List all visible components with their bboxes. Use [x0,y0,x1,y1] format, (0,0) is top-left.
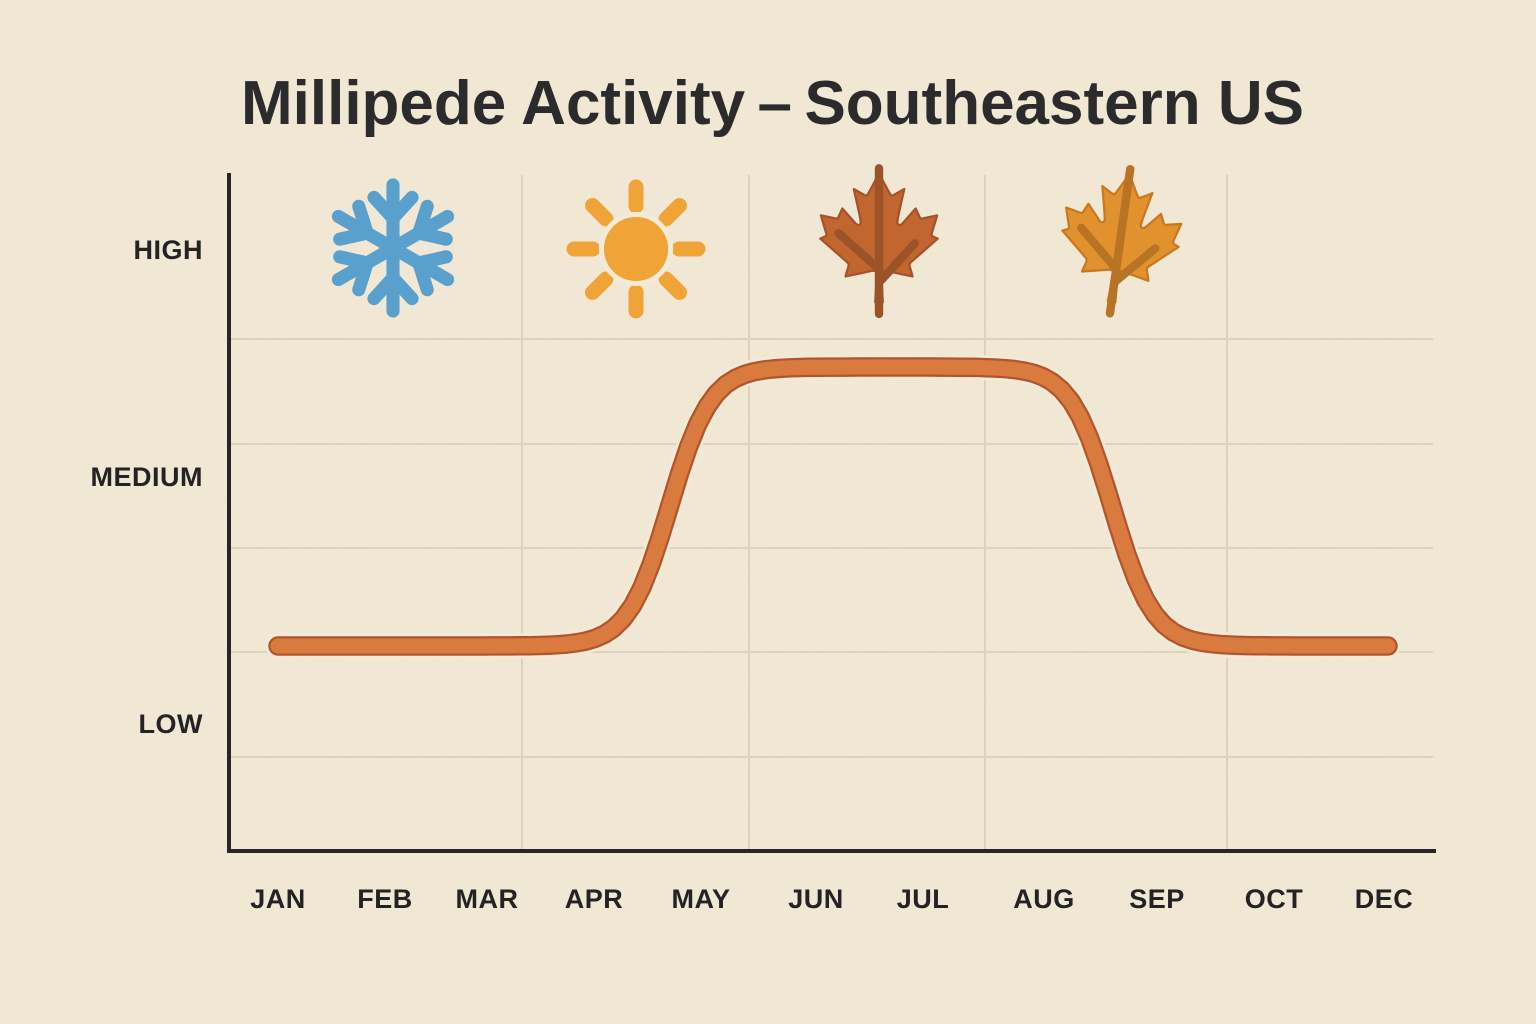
svg-text:MEDIUM: MEDIUM [91,462,204,492]
svg-text:APR: APR [565,884,624,914]
svg-text:MAR: MAR [456,884,519,914]
svg-text:JUN: JUN [788,884,844,914]
svg-text:LOW: LOW [139,709,203,739]
svg-text:Millipede Activity – Southeast: Millipede Activity – Southeastern US [241,69,1304,138]
svg-text:JUL: JUL [897,884,950,914]
svg-text:FEB: FEB [357,884,413,914]
svg-text:SEP: SEP [1129,884,1185,914]
svg-text:DEC: DEC [1355,884,1414,914]
svg-text:OCT: OCT [1245,884,1304,914]
svg-text:HIGH: HIGH [134,235,204,265]
svg-text:AUG: AUG [1013,884,1075,914]
svg-text:JAN: JAN [250,884,306,914]
svg-text:MAY: MAY [671,884,730,914]
